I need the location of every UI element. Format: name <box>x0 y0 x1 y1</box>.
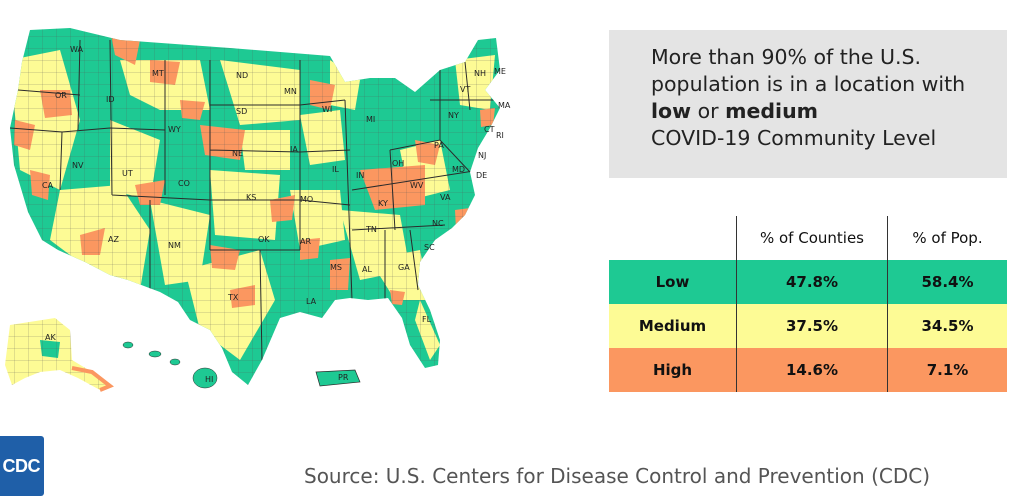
state-label-ne: NE <box>232 149 243 158</box>
state-label-sd: SD <box>236 107 247 116</box>
state-label-nc: NC <box>432 219 444 228</box>
state-label-ms: MS <box>330 263 342 272</box>
state-label-md: MD <box>452 165 465 174</box>
us-county-map: WA OR CA NV ID MT WY UT AZ CO NM ND SD NE KS OK TX MN IA MO… <box>5 28 511 392</box>
state-label-ga: GA <box>398 263 410 272</box>
population-cell: 7.1% <box>887 348 1007 392</box>
state-label-mo: MO <box>300 195 313 204</box>
table-row: High 14.6% 7.1% <box>609 348 1007 392</box>
state-label-tn: TN <box>365 225 377 234</box>
table-header <box>609 216 737 260</box>
state-label-de: DE <box>476 171 487 180</box>
population-cell: 34.5% <box>887 304 1007 348</box>
state-label-az: AZ <box>108 235 119 244</box>
table-header: % of Counties <box>736 216 888 260</box>
state-label-wa: WA <box>70 45 83 54</box>
state-label-mi: MI <box>366 115 375 124</box>
summary-callout: More than 90% of the U.S. population is … <box>609 30 1007 178</box>
source-caption: Source: U.S. Centers for Disease Control… <box>304 464 931 488</box>
state-label-ky: KY <box>378 199 388 208</box>
population-cell: 58.4% <box>887 260 1007 304</box>
state-label-tx: TX <box>227 293 239 302</box>
cdc-logo: CDC <box>0 436 44 496</box>
state-label-pr: PR <box>338 373 349 382</box>
state-label-al: AL <box>362 265 372 274</box>
counties-cell: 47.8% <box>736 260 888 304</box>
state-label-hi: HI <box>205 375 213 384</box>
state-label-ia: IA <box>290 145 298 154</box>
level-cell: High <box>609 348 737 392</box>
state-label-nj: NJ <box>478 151 486 160</box>
table-header: % of Pop. <box>887 216 1007 260</box>
state-label-nv: NV <box>72 161 84 170</box>
table-row: Low 47.8% 58.4% <box>609 260 1007 304</box>
state-label-nh: NH <box>474 69 486 78</box>
state-label-pa: PA <box>434 141 444 150</box>
state-label-nd: ND <box>236 71 248 80</box>
state-label-il: IL <box>332 165 339 174</box>
state-label-wv: WV <box>410 181 424 190</box>
state-labels: WA OR CA NV ID MT WY UT AZ CO NM ND SD NE KS OK TX MN IA MO… <box>42 45 511 384</box>
state-label-fl: FL <box>422 315 432 324</box>
level-cell: Medium <box>609 304 737 348</box>
counties-cell: 14.6% <box>736 348 888 392</box>
state-label-nm: NM <box>168 241 181 250</box>
hawaii-region <box>122 341 218 389</box>
community-level-table: % of Counties % of Pop. Low 47.8% 58.4% … <box>609 216 1007 392</box>
state-label-or: OR <box>55 91 67 100</box>
alaska-region <box>5 318 110 390</box>
state-label-ma: MA <box>498 101 511 110</box>
state-label-ut: UT <box>122 169 133 178</box>
state-label-oh: OH <box>392 159 404 168</box>
state-label-mt: MT <box>152 69 164 78</box>
state-label-va: VA <box>440 193 451 202</box>
callout-text: More than 90% of the U.S. population is … <box>651 45 966 150</box>
state-label-ny: NY <box>448 111 459 120</box>
state-label-ok: OK <box>258 235 270 244</box>
state-label-ks: KS <box>246 193 256 202</box>
table-header-row: % of Counties % of Pop. <box>609 216 1007 260</box>
level-cell: Low <box>609 260 737 304</box>
cdc-logo-text: CDC <box>2 455 41 476</box>
state-label-ca: CA <box>42 181 54 190</box>
state-label-me: ME <box>494 67 506 76</box>
state-label-mn: MN <box>284 87 297 96</box>
state-label-vt: VT <box>460 85 470 94</box>
state-label-wi: WI <box>322 105 332 114</box>
state-label-ak: AK <box>45 333 56 342</box>
state-label-id: ID <box>106 95 115 104</box>
state-label-co: CO <box>178 179 190 188</box>
state-label-ri: RI <box>496 131 504 140</box>
table-row: Medium 37.5% 34.5% <box>609 304 1007 348</box>
state-label-in: IN <box>356 171 364 180</box>
counties-cell: 37.5% <box>736 304 888 348</box>
state-label-wy: WY <box>168 125 181 134</box>
puerto-rico-region <box>315 369 361 387</box>
state-label-sc: SC <box>424 243 435 252</box>
state-label-ar: AR <box>300 237 311 246</box>
state-label-ct: CT <box>484 125 495 134</box>
state-label-la: LA <box>306 297 317 306</box>
